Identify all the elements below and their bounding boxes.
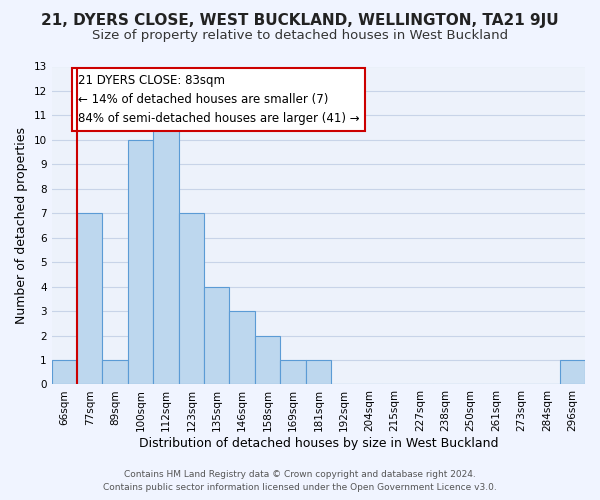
- Bar: [560, 360, 585, 384]
- Bar: [52, 360, 77, 384]
- Bar: [77, 213, 103, 384]
- Bar: [153, 116, 179, 384]
- Bar: [204, 286, 229, 384]
- Text: Size of property relative to detached houses in West Buckland: Size of property relative to detached ho…: [92, 29, 508, 42]
- Bar: [179, 213, 204, 384]
- Bar: [103, 360, 128, 384]
- Text: Contains HM Land Registry data © Crown copyright and database right 2024.
Contai: Contains HM Land Registry data © Crown c…: [103, 470, 497, 492]
- Text: 21 DYERS CLOSE: 83sqm
← 14% of detached houses are smaller (7)
84% of semi-detac: 21 DYERS CLOSE: 83sqm ← 14% of detached …: [78, 74, 359, 125]
- Bar: [280, 360, 305, 384]
- Bar: [128, 140, 153, 384]
- Bar: [229, 311, 255, 384]
- Bar: [305, 360, 331, 384]
- Text: 21, DYERS CLOSE, WEST BUCKLAND, WELLINGTON, TA21 9JU: 21, DYERS CLOSE, WEST BUCKLAND, WELLINGT…: [41, 12, 559, 28]
- Y-axis label: Number of detached properties: Number of detached properties: [15, 127, 28, 324]
- Bar: [255, 336, 280, 384]
- X-axis label: Distribution of detached houses by size in West Buckland: Distribution of detached houses by size …: [139, 437, 498, 450]
